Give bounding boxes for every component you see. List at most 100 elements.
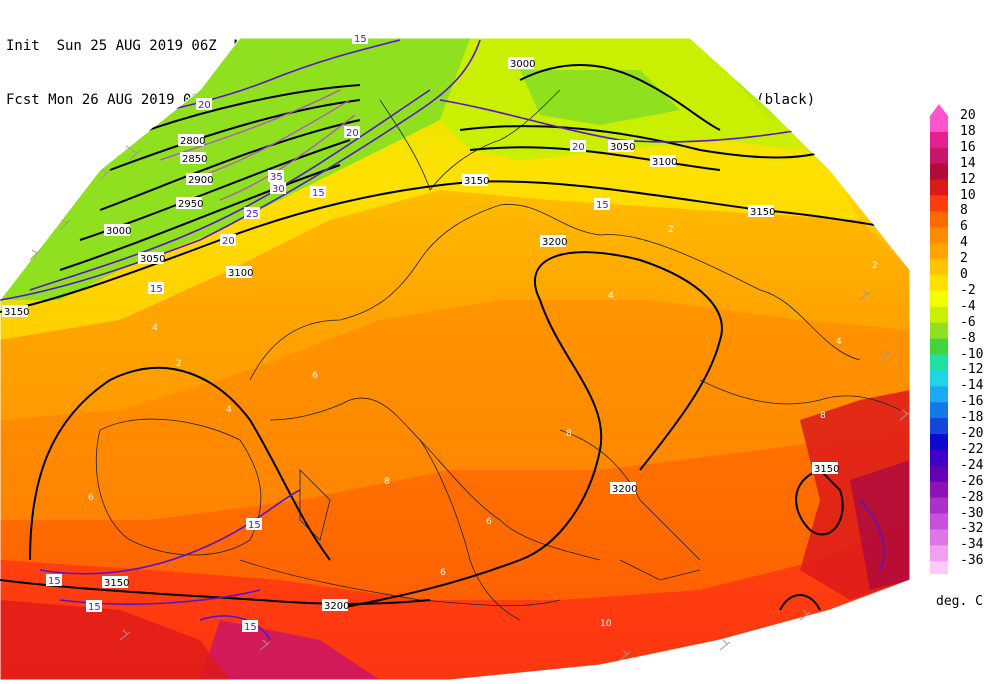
colorbar-label: -24	[960, 457, 984, 473]
colorbar-swatch	[930, 434, 948, 451]
height-label: 3200	[542, 237, 567, 248]
colorbar-label: 6	[960, 219, 968, 235]
colorbar-swatch	[930, 163, 948, 181]
temp-label: 6	[88, 493, 94, 503]
colorbar-label: 18	[960, 123, 976, 139]
height-label: 3100	[652, 157, 677, 168]
height-label: 3200	[612, 484, 637, 495]
wind-label: 20	[222, 236, 235, 247]
height-label: 3000	[510, 59, 535, 70]
temp-label: 2	[668, 225, 674, 235]
colorbar-swatch	[930, 513, 948, 530]
colorbar-swatch	[930, 259, 948, 276]
colorbar-swatch	[930, 275, 948, 292]
colorbar-swatch	[930, 338, 948, 355]
colorbar-swatch	[930, 497, 948, 514]
colorbar-swatch	[930, 354, 948, 371]
wind-label: 25	[246, 209, 259, 220]
colorbar-swatch	[930, 370, 948, 387]
colorbar-label: -2	[960, 282, 976, 298]
height-label: 2800	[180, 136, 205, 147]
colorbar-label: 0	[960, 267, 968, 282]
colorbar-label: -22	[960, 441, 984, 457]
height-label: 3150	[464, 176, 489, 187]
colorbar-label: -10	[960, 346, 984, 362]
height-label: 3050	[610, 142, 635, 153]
colorbar-swatch	[930, 529, 948, 546]
temp-label: 8	[820, 411, 826, 421]
height-label: 3100	[228, 268, 253, 279]
colorbar-swatch	[930, 147, 948, 165]
wind-label: 15	[248, 520, 261, 531]
colorbar-swatch	[930, 418, 948, 435]
colorbar-swatch	[930, 211, 948, 228]
wind-label-group: 15 20 25 30 35 20 15 20 15 15 15 15 20 1…	[46, 32, 610, 633]
colorbar-label: -12	[960, 362, 984, 378]
colorbar-label: -14	[960, 378, 984, 394]
wind-label: 15	[150, 284, 163, 295]
temperature-shading	[0, 38, 910, 680]
colorbar-swatches	[930, 104, 948, 574]
temp-label: 6	[486, 517, 492, 527]
colorbar-label: -16	[960, 394, 984, 410]
colorbar-arrow	[930, 104, 948, 116]
colorbar-label: 16	[960, 139, 976, 155]
temp-label: 2	[872, 261, 878, 271]
colorbar-label: 12	[960, 171, 976, 187]
colorbar-label: -6	[960, 314, 976, 330]
wind-label: 20	[572, 142, 585, 153]
colorbar-swatch	[930, 545, 948, 562]
height-label: 3200	[324, 601, 349, 612]
colorbar-swatch	[930, 465, 948, 483]
map-svg: 3150 3150 3200 3200 3150 3200 3150 3100 …	[0, 32, 911, 681]
colorbar-label: -4	[960, 298, 976, 314]
colorbar-swatch	[930, 227, 948, 244]
height-label: 3050	[140, 254, 165, 265]
temp-label: 10	[600, 619, 612, 629]
colorbar-swatch	[930, 290, 948, 308]
temp-label: 8	[384, 477, 390, 487]
wind-label: 15	[48, 576, 61, 587]
colorbar-label: -20	[960, 426, 984, 441]
wind-label: 15	[244, 622, 257, 633]
wind-label: 15	[88, 602, 101, 613]
height-label: 3150	[750, 207, 775, 218]
colorbar-swatch	[930, 116, 948, 133]
wind-label: 15	[312, 188, 325, 199]
wind-label: 30	[272, 184, 285, 195]
colorbar-swatch	[930, 306, 948, 324]
height-label: 2850	[182, 154, 207, 165]
colorbar-swatch	[930, 195, 948, 212]
temp-label: 6	[440, 568, 446, 578]
temp-label: 8	[566, 429, 572, 439]
wind-barbs	[29, 145, 911, 661]
colorbar-label: -34	[960, 537, 984, 553]
height-contours	[0, 64, 910, 611]
height-label-group: 3150 3150 3200 3200 3150 3200 3150 3100 …	[2, 57, 839, 612]
wind-label: 20	[198, 100, 211, 111]
height-label: 3150	[104, 578, 129, 589]
height-label: 3150	[4, 307, 29, 318]
colorbar-label: -26	[960, 473, 984, 489]
colorbar-label: 8	[960, 203, 968, 219]
colorbar-swatch	[930, 179, 948, 196]
height-label: 2900	[188, 175, 213, 186]
colorbar-label: -32	[960, 521, 984, 537]
colorbar-label: -36	[960, 553, 984, 569]
colorbar-label: -18	[960, 410, 984, 426]
temp-label: 6	[312, 371, 318, 381]
colorbar-swatch	[930, 131, 948, 149]
colorbar-swatch	[930, 402, 948, 419]
temp-label: 2	[176, 359, 182, 369]
colorbar-swatch	[930, 481, 948, 499]
height-label: 2950	[178, 199, 203, 210]
colorbar-label: 14	[960, 155, 976, 171]
wind-label: 15	[596, 200, 609, 211]
colorbar-label: -8	[960, 330, 976, 346]
colorbar-label: 10	[960, 187, 976, 203]
wind-label: 15	[354, 34, 367, 45]
colorbar-swatch	[930, 322, 948, 340]
temp-label: 4	[152, 323, 158, 333]
colorbar-swatch	[930, 386, 948, 403]
height-label: 3000	[106, 226, 131, 237]
